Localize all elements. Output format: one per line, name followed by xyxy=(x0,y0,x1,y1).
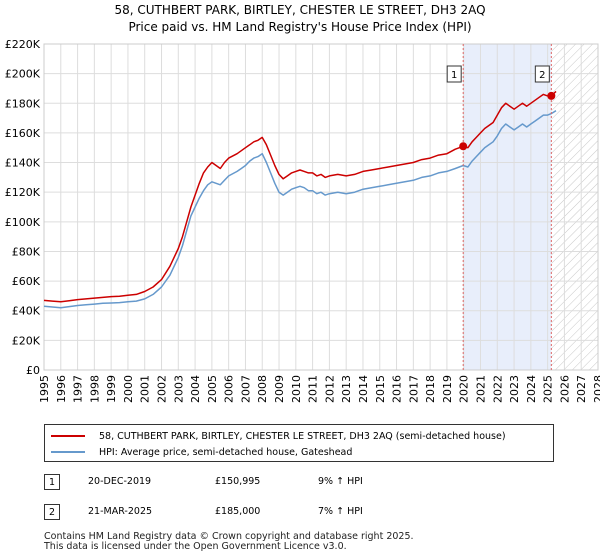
forecast-hatch xyxy=(551,44,598,370)
x-tick-label: 2017 xyxy=(407,375,420,403)
x-tick-label: 2002 xyxy=(156,375,169,403)
x-tick-label: 1995 xyxy=(38,375,51,403)
x-tick-label: 2001 xyxy=(139,375,152,403)
transaction-number: 2 xyxy=(44,504,60,520)
legend-item-hpi: HPI: Average price, semi-detached house,… xyxy=(51,444,352,460)
x-tick-label: 2012 xyxy=(323,375,336,403)
footer-licence: This data is licensed under the Open Gov… xyxy=(44,541,347,552)
transaction-row-2: 2 21-MAR-2025 £185,000 7% ↑ HPI xyxy=(44,504,564,522)
transaction-row-1: 1 20-DEC-2019 £150,995 9% ↑ HPI xyxy=(44,474,564,492)
x-tick-label: 2020 xyxy=(458,375,471,403)
footer: Contains HM Land Registry data © Crown c… xyxy=(44,532,414,552)
y-tick-label: £180K xyxy=(5,97,41,110)
y-tick-label: £100K xyxy=(5,216,41,229)
legend-label-property: 58, CUTHBERT PARK, BIRTLEY, CHESTER LE S… xyxy=(99,430,506,442)
transaction-label: 1 xyxy=(451,70,457,81)
y-tick-label: £140K xyxy=(5,157,41,170)
legend-swatch-property xyxy=(51,435,85,437)
x-tick-label: 1998 xyxy=(88,375,101,403)
price-chart: 58, CUTHBERT PARK, BIRTLEY, CHESTER LE S… xyxy=(5,3,600,403)
x-tick-label: 2027 xyxy=(575,375,588,403)
y-tick-label: £0 xyxy=(26,364,40,377)
x-tick-label: 2014 xyxy=(357,375,370,403)
x-tick-label: 2019 xyxy=(441,375,454,403)
legend-label-hpi: HPI: Average price, semi-detached house,… xyxy=(99,446,353,458)
x-tick-label: 1999 xyxy=(105,375,118,403)
x-tick-label: 2022 xyxy=(491,375,504,403)
transaction-price: £150,995 xyxy=(215,476,261,487)
property-price-line xyxy=(43,90,557,303)
legend-item-property: 58, CUTHBERT PARK, BIRTLEY, CHESTER LE S… xyxy=(51,428,506,444)
x-tick-label: 1997 xyxy=(72,375,85,403)
y-tick-label: £220K xyxy=(5,38,41,51)
x-tick-label: 2010 xyxy=(290,375,303,403)
chart-subtitle: Price paid vs. HM Land Registry's House … xyxy=(128,20,471,34)
x-tick-label: 2021 xyxy=(474,375,487,403)
y-tick-label: £160K xyxy=(5,127,41,140)
transaction-number: 1 xyxy=(44,474,60,490)
y-tick-label: £120K xyxy=(5,186,41,199)
x-tick-label: 2024 xyxy=(525,375,538,403)
x-tick-label: 2015 xyxy=(374,375,387,403)
y-tick-label: £40K xyxy=(12,305,41,318)
y-tick-label: £200K xyxy=(5,68,41,81)
x-tick-label: 2023 xyxy=(508,375,521,403)
transaction-dot xyxy=(547,91,556,100)
hpi-line xyxy=(43,110,557,309)
chart-title: 58, CUTHBERT PARK, BIRTLEY, CHESTER LE S… xyxy=(114,3,485,17)
y-tick-label: £20K xyxy=(12,334,41,347)
footer-copyright: Contains HM Land Registry data © Crown c… xyxy=(44,531,414,542)
transaction-hpi-diff: 9% ↑ HPI xyxy=(318,476,363,487)
x-tick-label: 2007 xyxy=(239,375,252,403)
x-tick-label: 2028 xyxy=(592,375,600,403)
transaction-label-box xyxy=(534,65,550,83)
transaction-label: 2 xyxy=(539,70,545,81)
x-tick-label: 2008 xyxy=(256,375,269,403)
x-tick-label: 2006 xyxy=(223,375,236,403)
x-tick-label: 1996 xyxy=(55,375,68,403)
x-tick-label: 2026 xyxy=(558,375,571,403)
x-tick-label: 2000 xyxy=(122,375,135,403)
x-tick-label: 2004 xyxy=(189,375,202,403)
x-tick-label: 2003 xyxy=(172,375,185,403)
x-tick-label: 2018 xyxy=(424,375,437,403)
transaction-hpi-diff: 7% ↑ HPI xyxy=(318,506,363,517)
transaction-date: 20-DEC-2019 xyxy=(88,476,152,487)
x-tick-label: 2005 xyxy=(206,375,219,403)
transaction-label-box xyxy=(446,65,462,83)
legend: 58, CUTHBERT PARK, BIRTLEY, CHESTER LE S… xyxy=(44,424,554,462)
x-tick-label: 2013 xyxy=(340,375,353,403)
y-tick-label: £60K xyxy=(12,275,41,288)
transaction-price: £185,000 xyxy=(215,506,261,517)
x-tick-label: 2025 xyxy=(542,375,555,403)
x-tick-label: 2016 xyxy=(391,375,404,403)
legend-swatch-hpi xyxy=(51,451,85,453)
plot-border xyxy=(43,43,599,371)
transaction-date: 21-MAR-2025 xyxy=(88,506,153,517)
x-tick-label: 2011 xyxy=(307,375,320,403)
transaction-dot xyxy=(459,142,468,151)
x-tick-label: 2009 xyxy=(273,375,286,403)
y-tick-label: £80K xyxy=(12,245,41,258)
shaded-period xyxy=(463,44,552,370)
